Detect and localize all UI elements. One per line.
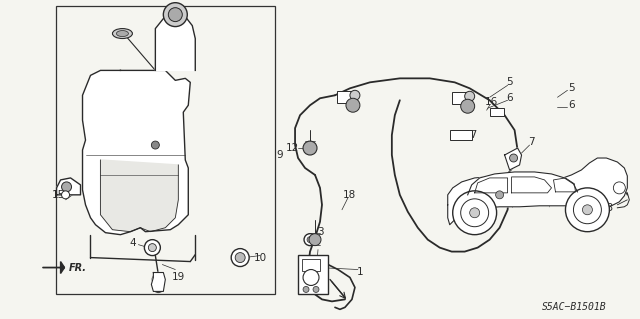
Text: 6: 6 <box>568 100 575 110</box>
Bar <box>298 255 328 294</box>
Circle shape <box>307 237 313 243</box>
Bar <box>452 92 468 104</box>
Bar <box>450 130 472 140</box>
Circle shape <box>461 199 488 227</box>
Circle shape <box>470 208 479 218</box>
Circle shape <box>154 282 163 293</box>
Text: 3: 3 <box>317 227 323 237</box>
Ellipse shape <box>116 31 129 37</box>
Circle shape <box>465 91 475 101</box>
Text: 1: 1 <box>356 266 364 277</box>
Text: S5AC−B1501B: S5AC−B1501B <box>542 302 607 312</box>
Bar <box>490 108 504 116</box>
Polygon shape <box>83 70 190 235</box>
Text: 12: 12 <box>285 143 299 153</box>
Text: 4: 4 <box>129 238 136 248</box>
Circle shape <box>145 240 161 256</box>
Text: FR.: FR. <box>68 263 86 272</box>
Text: 16: 16 <box>485 97 499 107</box>
Circle shape <box>566 188 609 232</box>
Circle shape <box>235 253 245 263</box>
Circle shape <box>582 205 593 215</box>
Circle shape <box>61 182 72 192</box>
Text: 5: 5 <box>506 77 513 87</box>
Text: 10: 10 <box>253 253 267 263</box>
Circle shape <box>152 141 159 149</box>
Text: 5: 5 <box>568 83 575 93</box>
Text: 9: 9 <box>276 150 284 160</box>
Circle shape <box>350 90 360 100</box>
Text: 6: 6 <box>506 93 513 103</box>
Circle shape <box>303 141 317 155</box>
Bar <box>56 6 275 294</box>
Text: 7: 7 <box>528 137 535 147</box>
Polygon shape <box>152 272 165 292</box>
Circle shape <box>309 234 321 246</box>
Polygon shape <box>100 160 179 232</box>
Polygon shape <box>504 148 522 170</box>
Circle shape <box>613 182 625 194</box>
Circle shape <box>586 206 593 214</box>
Circle shape <box>346 98 360 112</box>
Text: 2: 2 <box>172 21 179 31</box>
Polygon shape <box>156 15 195 70</box>
Circle shape <box>452 191 497 235</box>
Circle shape <box>495 191 504 199</box>
Polygon shape <box>56 178 81 195</box>
Text: 19: 19 <box>172 272 185 283</box>
Ellipse shape <box>113 29 132 39</box>
Text: 11: 11 <box>312 266 324 277</box>
Text: 15: 15 <box>52 190 65 200</box>
Circle shape <box>573 196 602 224</box>
Circle shape <box>304 234 316 246</box>
Circle shape <box>303 286 309 293</box>
Circle shape <box>313 286 319 293</box>
Circle shape <box>303 270 319 286</box>
Circle shape <box>581 202 597 218</box>
Polygon shape <box>43 262 65 273</box>
Circle shape <box>163 3 188 26</box>
Circle shape <box>148 244 156 252</box>
Circle shape <box>152 273 164 286</box>
Text: 18: 18 <box>343 190 356 200</box>
Circle shape <box>61 191 70 199</box>
Circle shape <box>231 249 249 267</box>
Circle shape <box>168 8 182 22</box>
Circle shape <box>509 154 518 162</box>
Polygon shape <box>468 172 577 195</box>
Text: 17: 17 <box>465 130 478 140</box>
Circle shape <box>461 99 475 113</box>
Polygon shape <box>448 158 627 225</box>
Bar <box>337 91 353 103</box>
Text: 13: 13 <box>601 203 614 213</box>
Bar <box>302 259 320 271</box>
